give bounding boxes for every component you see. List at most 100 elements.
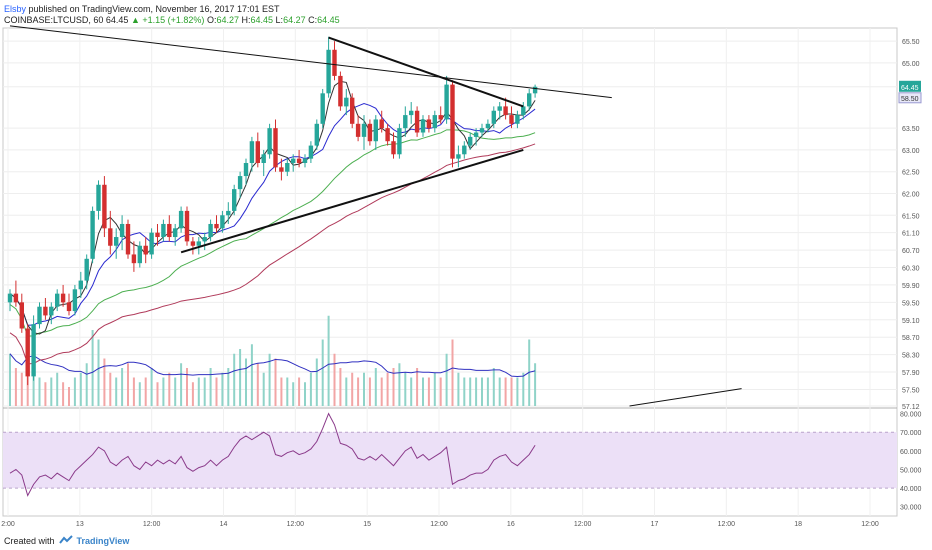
volume-bar bbox=[227, 368, 230, 406]
published-text: published on TradingView.com, November 1… bbox=[28, 4, 280, 14]
candle-body bbox=[450, 84, 455, 159]
close-value: 64.45 bbox=[317, 15, 340, 25]
volume-bar bbox=[268, 353, 271, 406]
candle-body bbox=[90, 210, 95, 259]
volume-bar bbox=[333, 353, 336, 406]
volume-bar bbox=[339, 368, 342, 406]
rsi-band bbox=[3, 432, 897, 489]
candle-body bbox=[108, 228, 113, 246]
candle-body bbox=[326, 49, 331, 94]
candle-body bbox=[426, 119, 432, 129]
candle-body bbox=[7, 293, 13, 303]
tradingview-brand[interactable]: TradingView bbox=[76, 535, 130, 546]
candle-body bbox=[102, 184, 107, 229]
close-label: C: bbox=[308, 15, 318, 25]
candle-body bbox=[532, 86, 538, 94]
candle-body bbox=[503, 106, 508, 116]
author-link[interactable]: Elsby bbox=[4, 4, 27, 14]
created-with-text: Created with bbox=[4, 535, 55, 546]
volume-bar bbox=[292, 382, 295, 406]
price-tick-label: 60.70 bbox=[902, 248, 920, 255]
volume-bar bbox=[286, 377, 289, 406]
candle-body bbox=[296, 158, 302, 163]
volume-bar bbox=[20, 372, 23, 406]
candle-body bbox=[255, 141, 260, 163]
low-label: L: bbox=[275, 15, 284, 25]
volume-bar bbox=[186, 368, 188, 406]
volume-bar bbox=[262, 372, 265, 406]
volume-bar bbox=[68, 387, 70, 406]
price-tick-label: 65.00 bbox=[902, 61, 920, 68]
tradingview-logo-icon bbox=[58, 535, 73, 546]
volume-bar bbox=[97, 339, 100, 406]
volume-bar bbox=[156, 382, 159, 406]
rsi-tick-label: 50.000 bbox=[900, 467, 922, 474]
candle-body bbox=[143, 245, 148, 255]
candle-body bbox=[420, 119, 426, 133]
volume-bar bbox=[38, 377, 41, 406]
candle-body bbox=[379, 119, 384, 129]
candle-body bbox=[403, 115, 408, 129]
volume-bar bbox=[363, 372, 365, 406]
candle-body bbox=[214, 223, 219, 229]
volume-bar bbox=[250, 344, 253, 406]
volume-bar bbox=[44, 382, 47, 406]
volume-bar bbox=[144, 377, 147, 406]
volume-bar bbox=[121, 368, 124, 406]
price-tick-label: 63.00 bbox=[902, 148, 920, 155]
candle-body bbox=[237, 176, 243, 190]
candle-body bbox=[19, 302, 24, 329]
volume-bar bbox=[127, 363, 129, 406]
volume-bar bbox=[256, 363, 259, 406]
candle-body bbox=[96, 184, 101, 211]
candle-body bbox=[414, 110, 420, 133]
time-tick-label: 12:00 bbox=[143, 521, 161, 528]
time-tick-label: 18 bbox=[794, 521, 802, 528]
candle-body bbox=[131, 254, 137, 264]
candle-body bbox=[521, 106, 526, 116]
candle-body bbox=[261, 154, 266, 163]
candle-body bbox=[361, 123, 367, 137]
rsi-line bbox=[9, 412, 536, 497]
candle-body bbox=[155, 232, 160, 238]
volume-bar bbox=[481, 377, 483, 406]
candle-body bbox=[31, 324, 36, 377]
volume-bar bbox=[451, 339, 454, 406]
rsi-tick-label: 60.000 bbox=[900, 449, 922, 456]
volume-bar bbox=[197, 377, 200, 406]
price-tick-label: 60.30 bbox=[902, 266, 920, 273]
volume-bar bbox=[463, 377, 466, 406]
marker-price-tag-label: 58.50 bbox=[901, 96, 919, 103]
candle-body bbox=[202, 237, 207, 242]
symbol-name: COINBASE:LTCUSD, 60 bbox=[4, 15, 104, 25]
candle-body bbox=[137, 245, 142, 264]
candle-body bbox=[84, 258, 89, 281]
volume-bar bbox=[469, 377, 472, 406]
low-value: 64.27 bbox=[283, 15, 306, 25]
price-tick-label: 57.90 bbox=[902, 370, 920, 377]
price-tick-label: 61.10 bbox=[902, 231, 920, 238]
volume-bar bbox=[103, 358, 106, 406]
footer: Created with TradingView bbox=[4, 535, 129, 546]
trendline-triangle-upper bbox=[328, 36, 524, 108]
candle-body bbox=[444, 84, 449, 120]
price-tick-label: 62.00 bbox=[902, 191, 920, 198]
volume-bar bbox=[457, 372, 460, 406]
volume-bar bbox=[150, 368, 153, 406]
volume-bar bbox=[233, 353, 236, 406]
price-tick-label: 62.50 bbox=[902, 170, 920, 177]
volume-bar bbox=[115, 377, 118, 406]
candle-body bbox=[173, 228, 178, 238]
candle-body bbox=[308, 145, 314, 159]
candle-body bbox=[125, 223, 131, 255]
volume-bar bbox=[73, 377, 76, 406]
time-tick-label: 15 bbox=[363, 521, 371, 528]
candle-body bbox=[432, 115, 437, 129]
trendline-long-descending bbox=[9, 25, 612, 99]
trendlines[interactable] bbox=[9, 25, 742, 407]
volume-bar bbox=[374, 368, 377, 406]
volume-bar bbox=[309, 372, 312, 406]
volume-bar bbox=[315, 358, 318, 406]
volume-bar bbox=[14, 368, 17, 406]
